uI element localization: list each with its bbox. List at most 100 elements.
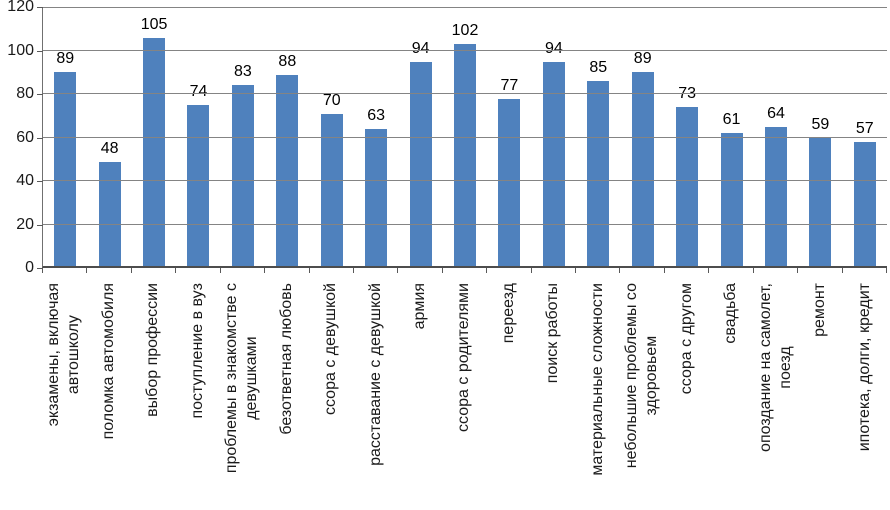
bar-value-label: 83 [234,63,252,81]
x-axis-tick [130,268,132,273]
bar-выбор профессии [143,37,166,266]
bar-ипотека, долги, кредит [853,142,876,266]
bar-свадьба [720,133,743,266]
bar-cell: 61 [709,7,753,266]
x-tick-label: экзамены, включая автошколу [45,283,83,427]
x-axis-tick [441,268,443,273]
gridline [43,180,887,181]
x-label-cell: выбор профессии [131,274,175,510]
x-label-cell: ссора с другом [665,274,709,510]
x-axis-tick [397,268,399,273]
bar-небольшие проблемы со здоровьем [631,72,654,266]
gridline [43,93,887,94]
bar-cell: 48 [87,7,131,266]
bar-value-label: 74 [189,83,208,101]
x-axis-tick [42,268,43,273]
bar-cell: 64 [754,7,798,266]
x-label-cell: армия [398,274,442,510]
x-label-rotated: проблемы в знакомстве с девушками [220,275,264,509]
x-label-cell: поиск работы [531,274,575,510]
x-label-cell: опоздание на самолет, поезд [754,274,798,510]
x-label-cell: ссора с девушкой [309,274,353,510]
x-tick-label: свадьба [722,283,740,344]
x-axis-tick [575,268,577,273]
bar-поступление в вуз [187,105,210,266]
x-label-rotated: ссора с другом [665,275,709,509]
x-tick-label: небольшие проблемы со здоровьем [623,283,661,469]
gridline [43,49,887,51]
bar-расставание с девушкой [365,128,388,266]
bar-поломка автомобиля [98,161,121,266]
bar-опоздание на самолет, поезд [764,126,787,266]
y-tick-label: 60 [16,128,34,146]
bars-container: 89 48 105 74 83 88 70 63 94 102 77 94 85 89 73 61 64 59 57 [43,7,887,266]
x-tick-label: расставание с девушкой [366,283,384,466]
x-tick-label: ссора с девушкой [322,283,340,415]
x-axis-tick [841,268,843,273]
x-axis-tick [530,268,532,273]
bar-value-label: 57 [855,120,874,138]
x-axis-tick [619,268,621,273]
x-tick-label: безответная любовь [277,283,295,435]
x-label-rotated: поступление в вуз [176,275,220,509]
x-label-rotated: небольшие проблемы со здоровьем [620,275,664,509]
x-label-rotated: материальные сложности [576,275,620,509]
bar-value-label: 61 [722,111,741,129]
x-axis-tick [752,268,754,273]
bar-cell: 74 [176,7,220,266]
x-tick-label: переезд [500,283,518,344]
x-label-cell: переезд [487,274,531,510]
x-label-rotated: ремонт [798,275,842,509]
x-axis-tick [886,268,887,273]
x-label-rotated: переезд [487,275,531,509]
x-tick-label: поломка автомобиля [99,283,117,440]
x-tick-label: выбор профессии [144,283,162,417]
y-tick-label: 120 [7,0,34,15]
bar-value-label: 89 [56,50,75,68]
x-tick-label: ссора с родителями [455,283,473,432]
gridline [43,7,887,8]
y-axis-tick [37,94,43,95]
bar-экзамены, включая автошколу [54,72,77,266]
y-axis-tick [37,268,43,269]
bar-cell: 63 [354,7,398,266]
x-axis-tick [486,268,488,273]
bar-cell: 70 [310,7,354,266]
bar-value-label: 77 [500,76,519,94]
bar-безответная любовь [276,74,299,266]
x-tick-label: поиск работы [544,283,562,384]
bar-ремонт [809,137,832,266]
x-label-cell: ссора с родителями [442,274,486,510]
x-axis-tick [797,268,799,273]
x-axis-tick [308,268,310,273]
y-axis-tick [37,181,43,182]
x-tick-label: опоздание на самолет, поезд [757,283,794,452]
y-axis-tick [37,50,43,52]
bar-ссора с другом [676,107,699,266]
x-axis-tick [352,268,354,273]
x-axis-tick [219,268,221,273]
x-label-cell: ремонт [798,274,842,510]
x-label-rotated: расставание с девушкой [354,275,398,509]
bar-value-label: 102 [451,22,479,40]
bar-value-label: 48 [100,139,119,157]
gridline [43,223,887,225]
x-label-cell: экзамены, включая автошколу [42,274,86,510]
x-label-cell: поломка автомобиля [86,274,130,510]
x-label-cell: проблемы в знакомстве с девушками [220,274,264,510]
x-axis-labels: экзамены, включая автошколу поломка автом… [42,274,887,510]
x-label-rotated: экзамены, включая автошколу [42,275,86,509]
bar-cell: 102 [443,7,487,266]
x-label-cell: поступление в вуз [175,274,219,510]
bar-cell: 89 [43,7,87,266]
bar-value-label: 94 [411,39,430,57]
bar-проблемы в знакомстве с девушками [231,85,254,266]
y-axis-tick [37,224,43,226]
x-label-cell: материальные сложности [576,274,620,510]
x-label-cell: свадьба [709,274,753,510]
bar-value-label: 88 [278,52,297,70]
x-label-rotated: ссора с родителями [442,275,486,509]
bar-cell: 94 [532,7,576,266]
y-axis-tick [37,137,43,139]
